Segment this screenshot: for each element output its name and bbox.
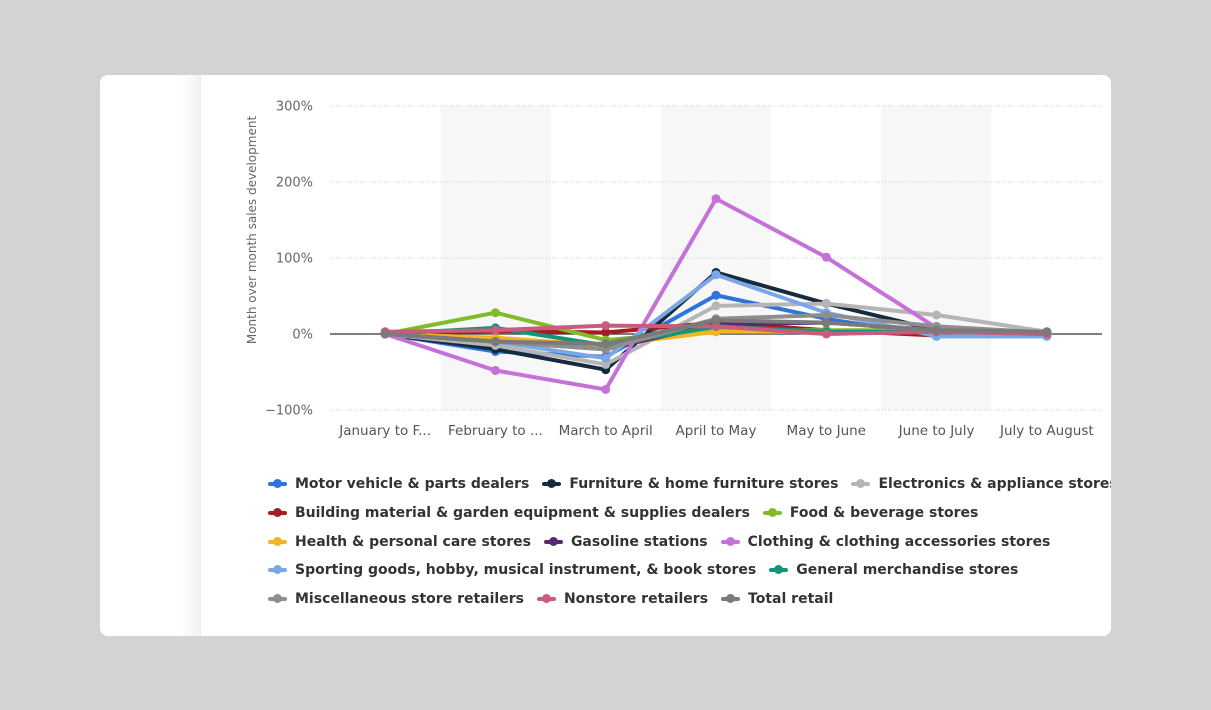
legend-item[interactable]: Total retail bbox=[721, 591, 833, 607]
legend-label: Health & personal care stores bbox=[295, 533, 531, 550]
legend-label: General merchandise stores bbox=[796, 562, 1019, 579]
y-tick-label: 200% bbox=[276, 176, 313, 191]
data-point[interactable] bbox=[1042, 327, 1052, 337]
data-point[interactable] bbox=[711, 290, 721, 300]
data-point[interactable] bbox=[711, 301, 721, 311]
legend-label: Electronics & appliance stores bbox=[878, 476, 1111, 493]
legend-swatch-icon bbox=[542, 478, 562, 490]
data-point[interactable] bbox=[821, 299, 831, 309]
legend-swatch-icon bbox=[268, 593, 287, 605]
legend-swatch-icon bbox=[851, 478, 871, 490]
legend-row: Building material & garden equipment & s… bbox=[268, 499, 1098, 528]
legend-swatch-icon bbox=[268, 507, 287, 519]
legend-swatch-icon bbox=[268, 564, 287, 576]
legend-item[interactable]: Furniture & home furniture stores bbox=[542, 476, 838, 492]
data-point[interactable] bbox=[601, 384, 611, 394]
legend-item[interactable]: Clothing & clothing accessories stores bbox=[720, 533, 1051, 550]
y-tick-label: −100% bbox=[265, 404, 313, 419]
legend-item[interactable]: Miscellaneous store retailers bbox=[268, 591, 524, 607]
data-point[interactable] bbox=[711, 194, 721, 204]
legend-item[interactable]: Electronics & appliance stores bbox=[851, 476, 1111, 492]
legend-label: Motor vehicle & parts dealers bbox=[295, 476, 530, 493]
legend-item[interactable]: Sporting goods, hobby, musical instrumen… bbox=[268, 562, 756, 578]
x-tick-label: January to F... bbox=[338, 423, 431, 439]
legend-label: Sporting goods, hobby, musical instrumen… bbox=[295, 562, 757, 579]
legend-row: Motor vehicle & parts dealers Furniture &… bbox=[268, 470, 1111, 499]
legend-swatch-icon bbox=[543, 536, 563, 548]
x-tick-label: February to ... bbox=[448, 423, 543, 439]
legend-label: Nonstore retailers bbox=[563, 591, 709, 608]
data-point[interactable] bbox=[601, 339, 611, 349]
data-point[interactable] bbox=[932, 325, 942, 335]
legend-label: Building material & garden equipment & s… bbox=[295, 505, 750, 522]
x-tick-label: July to August bbox=[999, 423, 1094, 439]
data-point[interactable] bbox=[490, 337, 500, 347]
y-axis-ticks: 300% 200% 100% 0% −100% bbox=[265, 100, 313, 419]
data-point[interactable] bbox=[601, 353, 611, 363]
data-point[interactable] bbox=[821, 252, 831, 262]
legend-item[interactable]: Health & personal care stores bbox=[268, 534, 531, 550]
legend-swatch-icon bbox=[720, 536, 740, 548]
y-tick-label: 100% bbox=[276, 252, 313, 267]
legend-label: Miscellaneous store retailers bbox=[295, 591, 524, 608]
x-tick-label: June to July bbox=[898, 423, 975, 439]
series-lines bbox=[380, 194, 1052, 394]
legend-label: Clothing & clothing accessories stores bbox=[747, 533, 1051, 550]
y-axis-label: Month over month sales development bbox=[245, 116, 259, 345]
line-chart: 300% 200% 100% 0% −100% January to F... Febru… bbox=[245, 100, 1102, 439]
data-point[interactable] bbox=[601, 321, 611, 331]
legend-item[interactable]: General merchandise stores bbox=[769, 562, 1018, 578]
legend-swatch-icon bbox=[721, 593, 741, 605]
x-tick-label: March to April bbox=[559, 423, 653, 439]
legend-swatch-icon bbox=[268, 536, 287, 548]
chart-legend: Motor vehicle & parts dealers Furniture &… bbox=[268, 470, 1111, 614]
category-band bbox=[660, 106, 772, 410]
legend-row: Health & personal care stores Gasoline st… bbox=[268, 527, 1098, 556]
legend-label: Total retail bbox=[748, 591, 834, 608]
x-tick-label: May to June bbox=[787, 423, 866, 439]
y-tick-label: 300% bbox=[276, 100, 313, 115]
data-point[interactable] bbox=[380, 329, 390, 339]
legend-row: Sporting goods, hobby, musical instrumen… bbox=[268, 556, 1098, 585]
legend-item[interactable]: Gasoline stations bbox=[543, 533, 708, 550]
legend-label: Furniture & home furniture stores bbox=[569, 476, 839, 493]
data-point[interactable] bbox=[821, 318, 831, 328]
legend-swatch-icon bbox=[536, 593, 556, 605]
legend-swatch-icon bbox=[762, 507, 782, 519]
legend-label: Food & beverage stores bbox=[789, 505, 979, 522]
x-tick-label: April to May bbox=[676, 423, 757, 439]
legend-swatch-icon bbox=[268, 478, 287, 490]
data-point[interactable] bbox=[490, 308, 500, 318]
data-point[interactable] bbox=[711, 270, 721, 280]
legend-row: Miscellaneous store retailers Nonstore re… bbox=[268, 585, 1098, 614]
series-total-retail[interactable] bbox=[380, 315, 1052, 349]
data-point[interactable] bbox=[821, 310, 831, 320]
data-point[interactable] bbox=[932, 310, 942, 320]
data-point[interactable] bbox=[490, 365, 500, 375]
legend-item[interactable]: Food & beverage stores bbox=[762, 505, 979, 522]
data-point[interactable] bbox=[601, 327, 611, 337]
x-axis-ticks: January to F... February to ... March to A… bbox=[338, 423, 1093, 439]
legend-item[interactable]: Building material & garden equipment & s… bbox=[268, 505, 750, 521]
legend-item[interactable]: Nonstore retailers bbox=[536, 591, 709, 608]
chart-card: 300% 200% 100% 0% −100% January to F... Febru… bbox=[100, 75, 1111, 636]
data-point[interactable] bbox=[821, 329, 831, 339]
data-point[interactable] bbox=[711, 315, 721, 325]
legend-swatch-icon bbox=[769, 564, 789, 576]
legend-label: Gasoline stations bbox=[570, 533, 708, 550]
data-point[interactable] bbox=[490, 325, 500, 335]
y-tick-label: 0% bbox=[292, 328, 313, 343]
legend-item[interactable]: Motor vehicle & parts dealers bbox=[268, 476, 529, 492]
side-panel-shade bbox=[100, 75, 201, 636]
